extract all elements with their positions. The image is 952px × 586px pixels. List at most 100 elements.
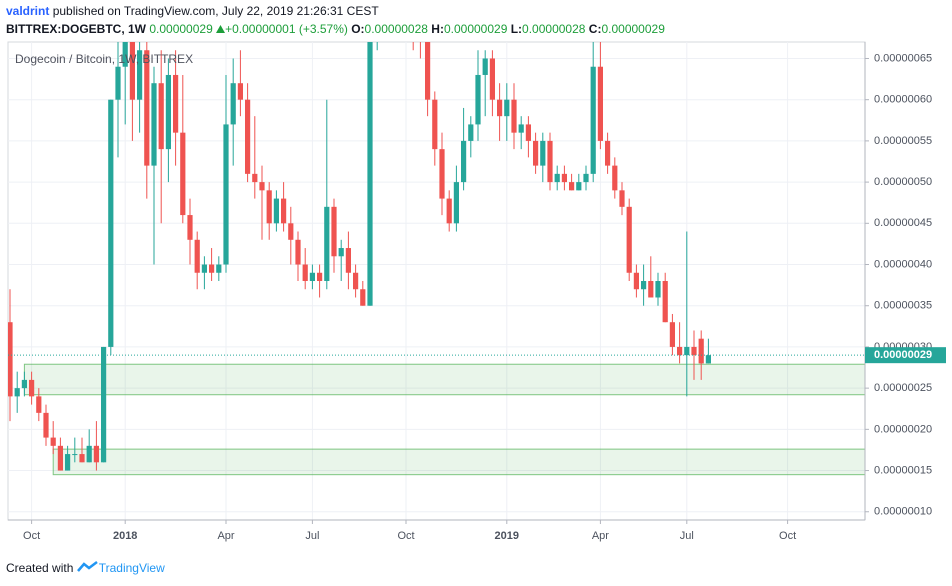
- last: 0.00000029: [149, 22, 213, 36]
- y-tick-label: 0.00000045: [874, 217, 932, 229]
- created-with: Created with: [6, 561, 74, 575]
- candle-body: [583, 173, 589, 183]
- candle-body: [698, 338, 704, 364]
- y-tick-label: 0.00000035: [874, 300, 932, 312]
- chart-legend: Dogecoin / Bitcoin, 1W, BITTREX: [15, 52, 193, 66]
- candle-body: [425, 42, 431, 100]
- candle-body: [295, 239, 301, 265]
- candle-body: [137, 50, 143, 100]
- x-tick-label: Oct: [779, 530, 796, 542]
- candle-body: [504, 99, 510, 117]
- candle-body: [324, 206, 330, 281]
- high-label: H:: [431, 22, 444, 36]
- high: 0.00000029: [443, 22, 508, 36]
- candle-body: [489, 58, 495, 100]
- candle-body: [669, 322, 675, 347]
- support-zone: [52, 448, 865, 476]
- candle-body: [569, 182, 575, 191]
- brand[interactable]: TradingView: [98, 561, 165, 575]
- candle-body: [497, 99, 503, 117]
- candle-body: [158, 83, 164, 150]
- candle-body: [597, 66, 603, 141]
- y-tick-label: 0.00000015: [874, 464, 932, 476]
- candle-body: [266, 190, 272, 224]
- y-tick-label: 0.00000025: [874, 382, 932, 394]
- candle-body: [223, 124, 229, 265]
- candle-body: [453, 182, 459, 224]
- candle-body: [338, 248, 344, 257]
- candle-body: [180, 132, 186, 216]
- candle-body: [511, 99, 517, 133]
- candle-body: [237, 83, 243, 100]
- candle-body: [641, 281, 647, 290]
- symbol: BITTREX:DOGEBTC, 1W: [6, 22, 146, 36]
- candle-body: [446, 198, 452, 224]
- x-tick-label: Jul: [680, 530, 694, 542]
- candle-body: [201, 264, 207, 273]
- published: published on TradingView.com, July 22, 2…: [52, 4, 379, 18]
- y-tick-label: 0.00000060: [874, 94, 932, 106]
- zones: [23, 363, 865, 476]
- footer: Created with TradingView: [6, 561, 165, 575]
- y-tick-label: 0.00000020: [874, 423, 932, 435]
- candle-body: [302, 264, 308, 281]
- candle-body: [79, 454, 85, 463]
- candle-body: [86, 445, 92, 463]
- candle-body: [72, 454, 78, 456]
- x-tick-label: Apr: [592, 530, 609, 542]
- x-tick-label: 2018: [113, 530, 137, 542]
- y-tick-label: 0.00000040: [874, 258, 932, 270]
- candle-body: [14, 388, 20, 397]
- candle-body: [619, 190, 625, 207]
- last-price-box: [865, 347, 946, 364]
- candle-body: [65, 454, 71, 471]
- author[interactable]: valdrint: [6, 4, 50, 18]
- candle-body: [122, 42, 128, 67]
- candle-body: [173, 74, 179, 133]
- candle-body: [187, 215, 193, 240]
- candle-body: [475, 74, 481, 125]
- candle-body: [554, 173, 560, 183]
- candle-body: [540, 140, 546, 166]
- candle-body: [36, 396, 42, 413]
- candle-body: [288, 223, 294, 240]
- x-tick-label: Apr: [217, 530, 234, 542]
- chart: 0.00000010 0.00000015 0.00000020 0.00000025…: [7, 0, 946, 542]
- candle-body: [612, 165, 618, 191]
- axes: 0.00000010 0.00000015 0.00000020 0.00000025…: [8, 42, 946, 542]
- candle-body: [50, 437, 56, 446]
- candle-body: [590, 66, 596, 174]
- x-tick-label: Jul: [305, 530, 319, 542]
- candle-body: [375, 0, 380, 34]
- candle-body: [648, 281, 654, 298]
- y-tick-label: 0.00000055: [874, 135, 932, 147]
- y-tick-label: 0.00000065: [874, 52, 932, 64]
- candle-body: [29, 379, 35, 397]
- publish-line: valdrint published on TradingView.com, J…: [6, 4, 379, 18]
- x-tick-label: Oct: [397, 530, 414, 542]
- candle-body: [345, 248, 351, 273]
- close: 0.00000029: [601, 22, 665, 36]
- last-price-label: 0.00000029: [874, 349, 932, 361]
- candle-body: [605, 140, 611, 166]
- open: 0.00000028: [364, 22, 428, 36]
- candle-body: [533, 140, 539, 166]
- candle-body: [8, 322, 13, 397]
- candle-body: [691, 346, 697, 356]
- open-label: O:: [351, 22, 365, 36]
- candle-body: [353, 272, 359, 290]
- candle-body: [547, 140, 553, 183]
- candle-body: [230, 83, 236, 125]
- candle-body: [151, 83, 157, 166]
- candle-body: [144, 50, 150, 166]
- candle-body: [245, 99, 251, 174]
- quote-line: BITTREX:DOGEBTC, 1W 0.00000029 +0.000000…: [6, 22, 665, 36]
- candle-body: [561, 173, 567, 183]
- up-arrow: [216, 25, 226, 33]
- brand-logo: [76, 561, 98, 572]
- candle-body: [57, 445, 63, 471]
- support-zone: [23, 363, 865, 396]
- candle-body: [115, 66, 121, 100]
- candle-body: [367, 42, 373, 306]
